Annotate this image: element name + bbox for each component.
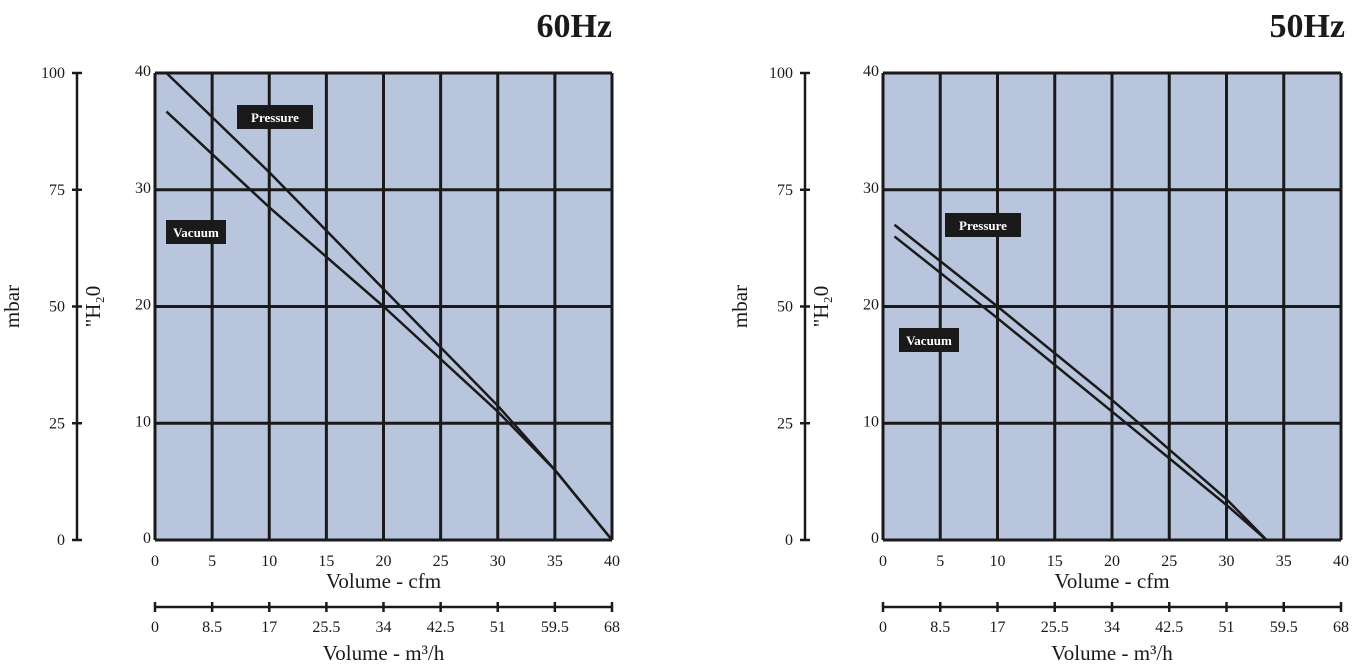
m3h-tick-label: 42.5 bbox=[1155, 619, 1183, 636]
series-label-box bbox=[237, 105, 313, 129]
x-tick-label: 15 bbox=[1047, 553, 1063, 570]
x-tick-label: 5 bbox=[936, 553, 944, 570]
x-tick-label: 10 bbox=[990, 553, 1006, 570]
mbar-tick-label: 0 bbox=[785, 532, 793, 549]
x-tick-label: 20 bbox=[1104, 553, 1120, 570]
mbar-tick-label: 0 bbox=[57, 532, 65, 549]
y-tick-label: 20 bbox=[863, 297, 879, 314]
mbar-axis-title: mbar bbox=[0, 285, 24, 328]
series-label-box bbox=[899, 328, 959, 352]
x-tick-label: 0 bbox=[879, 553, 887, 570]
x-tick-label: 20 bbox=[376, 553, 392, 570]
mbar-tick-label: 50 bbox=[49, 299, 65, 316]
series-label-vacuum: Vacuum bbox=[906, 333, 952, 348]
y-tick-label: 30 bbox=[863, 180, 879, 197]
m3h-tick-label: 25.5 bbox=[1041, 619, 1069, 636]
m3h-tick-label: 17 bbox=[261, 619, 277, 636]
x-tick-label: 30 bbox=[490, 553, 506, 570]
series-label-box bbox=[166, 220, 226, 244]
mbar-tick-label: 75 bbox=[49, 182, 65, 199]
series-label-pressure: Pressure bbox=[959, 218, 1007, 233]
m3h-tick-label: 17 bbox=[990, 619, 1006, 636]
h2o-axis-title: "H₂0 bbox=[809, 286, 833, 328]
x-tick-label: 15 bbox=[318, 553, 334, 570]
x-tick-label: 40 bbox=[604, 553, 620, 570]
m3h-tick-label: 34 bbox=[1104, 619, 1120, 636]
m3h-tick-label: 68 bbox=[604, 619, 620, 636]
x-tick-label: 40 bbox=[1333, 553, 1349, 570]
mbar-tick-label: 75 bbox=[777, 182, 793, 199]
cfm-axis-title: Volume - cfm bbox=[1054, 569, 1169, 593]
mbar-tick-label: 100 bbox=[769, 65, 793, 82]
m3h-tick-label: 8.5 bbox=[930, 619, 950, 636]
chart-title: 50Hz bbox=[1269, 8, 1345, 45]
series-line-vacuum bbox=[893, 235, 1268, 541]
x-tick-label: 35 bbox=[1276, 553, 1292, 570]
cfm-axis-title: Volume - cfm bbox=[326, 569, 441, 593]
series-label-box bbox=[945, 213, 1021, 237]
y-tick-label: 0 bbox=[143, 530, 151, 547]
mbar-tick-label: 25 bbox=[777, 415, 793, 432]
series-label-vacuum: Vacuum bbox=[173, 225, 219, 240]
m3h-tick-label: 59.5 bbox=[541, 619, 569, 636]
x-tick-label: 25 bbox=[1161, 553, 1177, 570]
y-tick-label: 10 bbox=[863, 413, 879, 430]
m3h-tick-label: 34 bbox=[376, 619, 392, 636]
m3h-tick-label: 42.5 bbox=[427, 619, 455, 636]
series-line-vacuum bbox=[165, 110, 613, 541]
m3h-tick-label: 51 bbox=[1219, 619, 1235, 636]
m3h-axis-title: Volume - m³/h bbox=[1051, 641, 1173, 665]
m3h-tick-label: 0 bbox=[879, 619, 887, 636]
x-tick-label: 25 bbox=[433, 553, 449, 570]
m3h-tick-label: 51 bbox=[490, 619, 506, 636]
m3h-tick-label: 68 bbox=[1333, 619, 1349, 636]
chart-title: 60Hz bbox=[536, 8, 612, 45]
y-tick-label: 30 bbox=[135, 180, 151, 197]
mbar-tick-label: 25 bbox=[49, 415, 65, 432]
mbar-tick-label: 50 bbox=[777, 299, 793, 316]
m3h-axis-title: Volume - m³/h bbox=[323, 641, 445, 665]
y-tick-label: 10 bbox=[135, 413, 151, 430]
y-tick-label: 20 bbox=[135, 297, 151, 314]
m3h-tick-label: 8.5 bbox=[202, 619, 222, 636]
x-tick-label: 35 bbox=[547, 553, 563, 570]
series-label-pressure: Pressure bbox=[251, 110, 299, 125]
mbar-axis-title: mbar bbox=[728, 285, 752, 328]
x-tick-label: 5 bbox=[208, 553, 216, 570]
series-line-pressure bbox=[893, 223, 1268, 541]
m3h-tick-label: 0 bbox=[151, 619, 159, 636]
y-tick-label: 40 bbox=[863, 63, 879, 80]
m3h-tick-label: 59.5 bbox=[1270, 619, 1298, 636]
h2o-axis-title: "H₂0 bbox=[81, 286, 105, 328]
m3h-tick-label: 25.5 bbox=[312, 619, 340, 636]
x-tick-label: 10 bbox=[261, 553, 277, 570]
x-tick-label: 30 bbox=[1219, 553, 1235, 570]
y-tick-label: 0 bbox=[871, 530, 879, 547]
mbar-tick-label: 100 bbox=[41, 65, 65, 82]
x-tick-label: 0 bbox=[151, 553, 159, 570]
y-tick-label: 40 bbox=[135, 63, 151, 80]
